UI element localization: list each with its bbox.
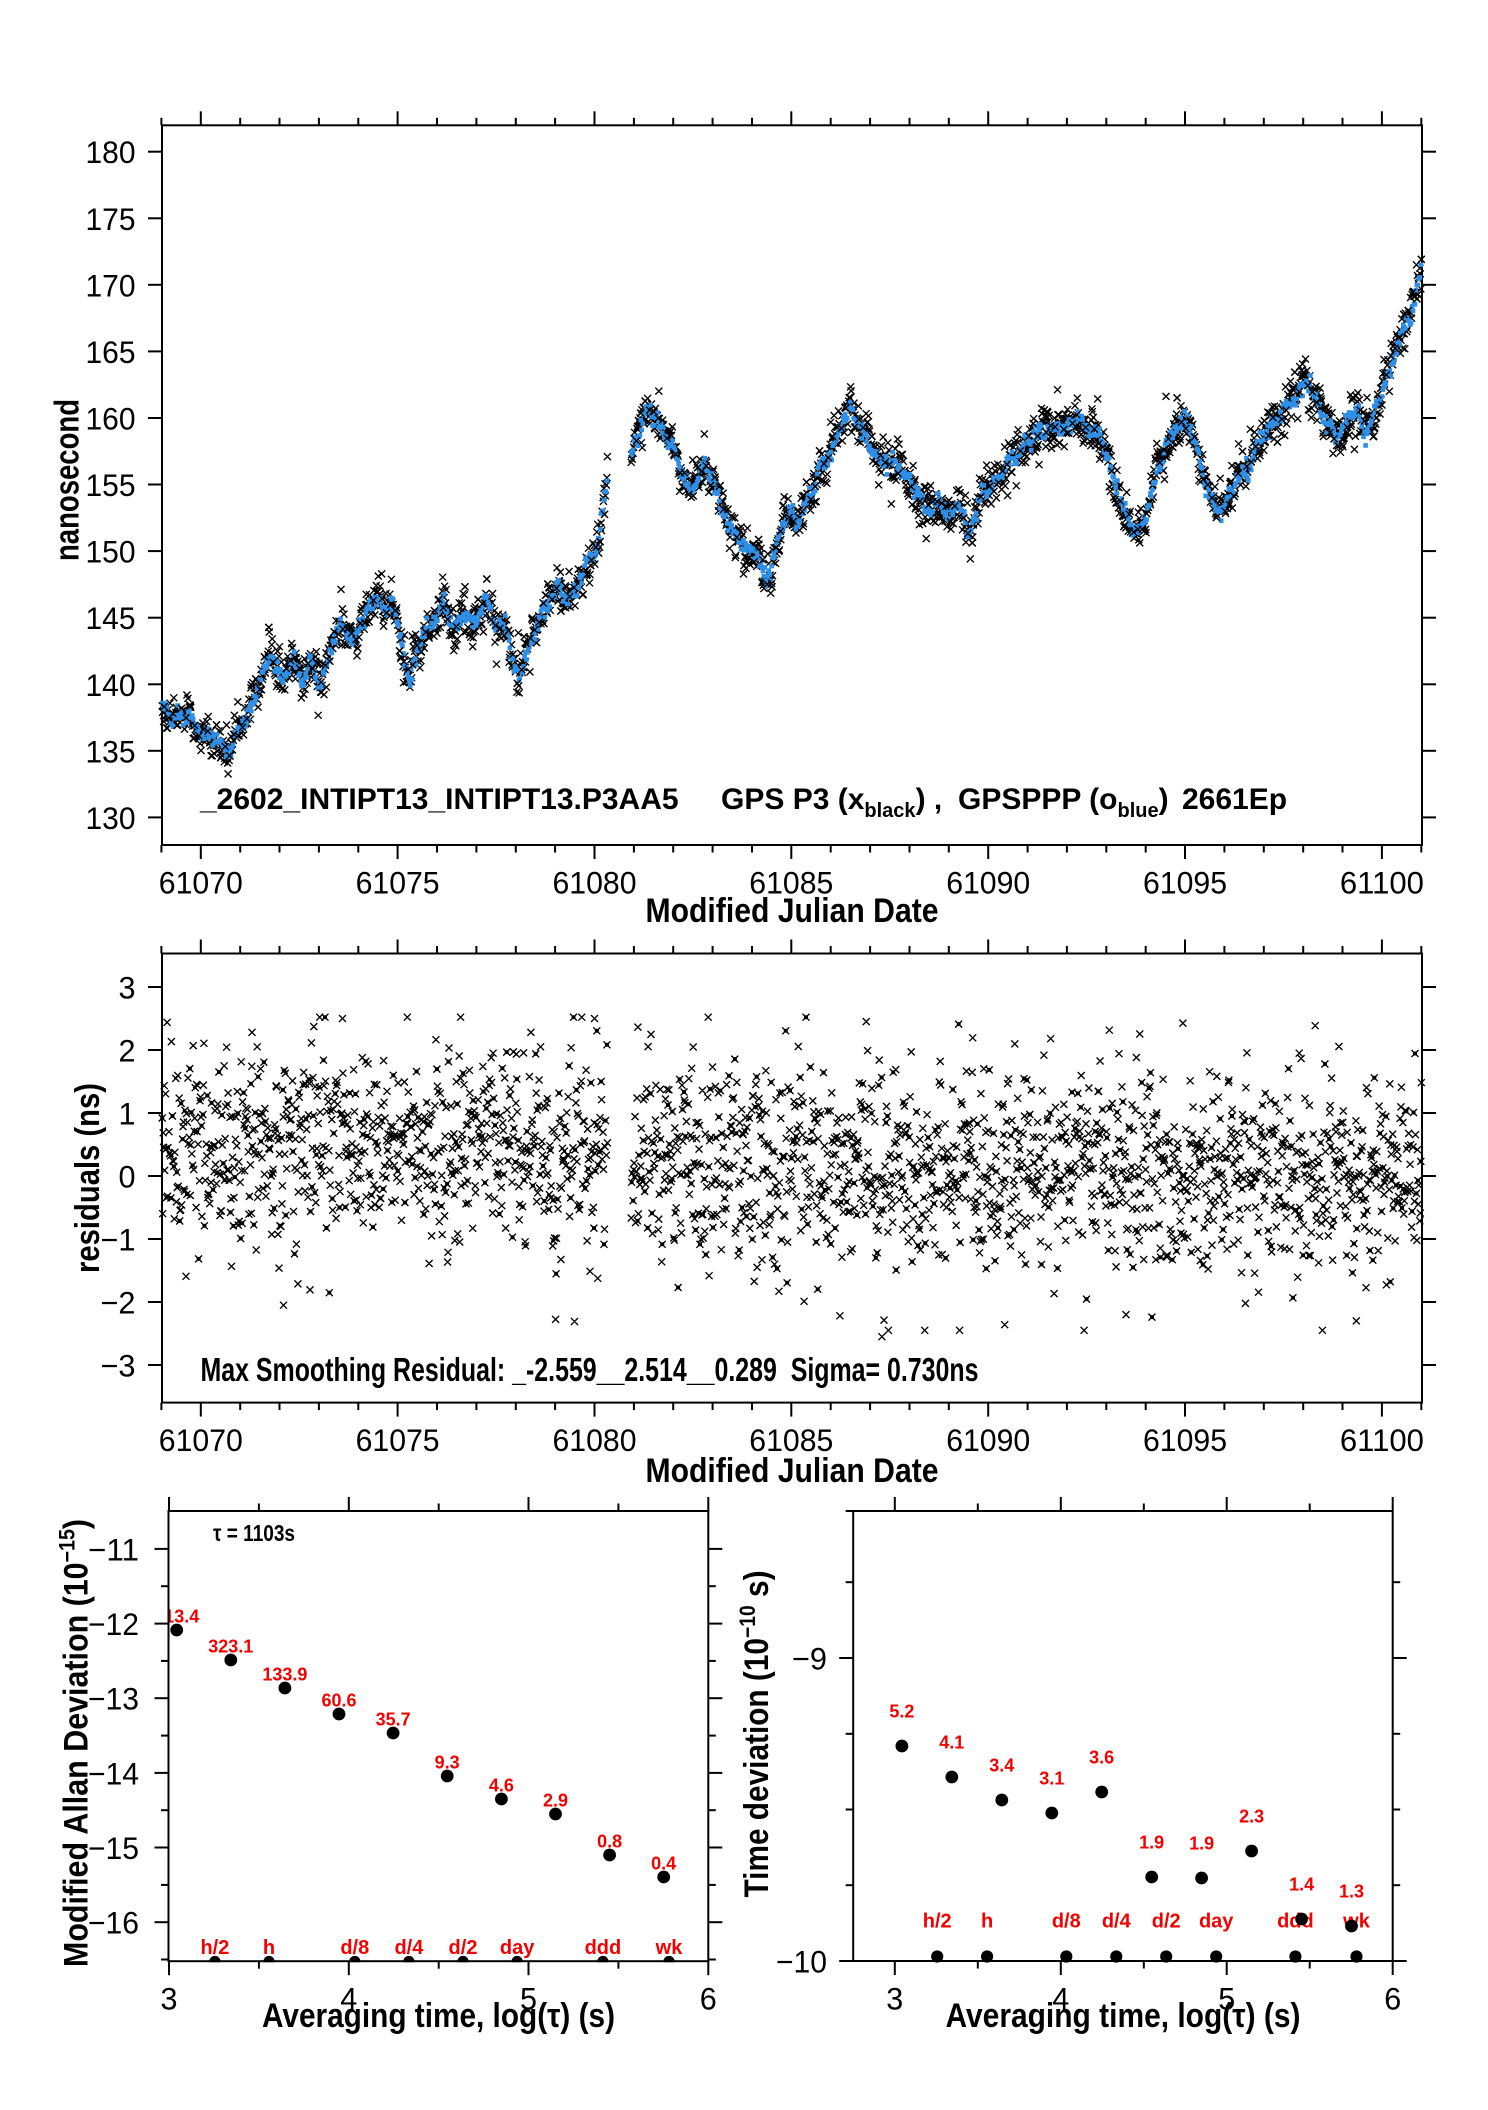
svg-text:3: 3 (119, 970, 136, 1006)
svg-text:713.4: 713.4 (154, 1607, 199, 1627)
svg-text:1.9: 1.9 (1189, 1834, 1214, 1854)
svg-text:61070: 61070 (159, 1422, 243, 1458)
svg-text:−10: −10 (735, 1605, 760, 1638)
svg-text:h: h (263, 1937, 275, 1959)
svg-text:5: 5 (520, 1981, 537, 2017)
svg-text:1.4: 1.4 (1289, 1875, 1314, 1895)
svg-text:day: day (500, 1937, 535, 1959)
svg-text:1: 1 (119, 1096, 136, 1132)
svg-text:Modified Julian Date: Modified Julian Date (646, 892, 939, 930)
svg-text:−16: −16 (88, 1905, 139, 1941)
svg-text:_2602_INTIPT13_INTIPT13.P3AA5: _2602_INTIPT13_INTIPT13.P3AA5 (199, 783, 679, 816)
svg-text:61070: 61070 (159, 865, 243, 901)
svg-text:3: 3 (886, 1981, 903, 2017)
svg-text:Averaging time, log(τ) (s): Averaging time, log(τ) (s) (262, 1997, 615, 2035)
svg-text:135: 135 (86, 733, 136, 769)
svg-text:τ = 1103s: τ = 1103s (213, 1520, 295, 1546)
svg-text:61100: 61100 (1340, 865, 1424, 901)
svg-text:4.6: 4.6 (489, 1776, 514, 1796)
svg-text:60.6: 60.6 (321, 1691, 356, 1711)
svg-text:61090: 61090 (946, 1422, 1030, 1458)
svg-text:61075: 61075 (356, 1422, 440, 1458)
svg-text:Time deviation (10: Time deviation (10 (738, 1638, 776, 1898)
svg-text:6: 6 (700, 1981, 717, 2017)
svg-text:wk: wk (655, 1937, 684, 1959)
svg-text:150: 150 (86, 534, 136, 570)
svg-text:Averaging time, log(τ) (s): Averaging time, log(τ) (s) (946, 1997, 1301, 2035)
svg-text:h/2: h/2 (923, 1911, 952, 1933)
svg-text:4.1: 4.1 (939, 1733, 964, 1753)
svg-text:6: 6 (1384, 1981, 1401, 2017)
svg-text:GPS P3 (xblack) ,GPSPPP (oblue: GPS P3 (xblack) , GPSPPP (oblue) 2661Ep (721, 783, 1287, 822)
svg-text:−14: −14 (88, 1755, 139, 1791)
svg-text:4: 4 (1052, 1981, 1069, 2017)
svg-text:ddd: ddd (1277, 1911, 1314, 1933)
svg-text:ddd: ddd (585, 1937, 622, 1959)
svg-text:61080: 61080 (553, 865, 637, 901)
svg-text:day: day (1199, 1911, 1234, 1933)
svg-text:h: h (981, 1911, 993, 1933)
svg-text:d/4: d/4 (394, 1937, 424, 1959)
svg-text:35.7: 35.7 (376, 1710, 411, 1730)
svg-text:2.3: 2.3 (1239, 1807, 1264, 1827)
svg-text:0.4: 0.4 (651, 1854, 676, 1874)
svg-text:−13: −13 (88, 1681, 139, 1717)
svg-text:−15: −15 (88, 1830, 139, 1866)
svg-text:−11: −11 (88, 1531, 139, 1567)
svg-text:−15: −15 (55, 1529, 80, 1562)
svg-text:5.2: 5.2 (889, 1702, 914, 1722)
svg-text:Modified Julian Date: Modified Julian Date (646, 1452, 939, 1490)
svg-text:0.8: 0.8 (597, 1832, 622, 1852)
svg-text:d/4: d/4 (1102, 1911, 1132, 1933)
svg-text:d/8: d/8 (340, 1937, 369, 1959)
svg-text:160: 160 (86, 401, 136, 437)
svg-text:61085: 61085 (749, 865, 833, 901)
svg-text:1.3: 1.3 (1339, 1882, 1364, 1902)
svg-text:s): s) (738, 1571, 776, 1606)
svg-text:d/2: d/2 (1152, 1911, 1181, 1933)
svg-text:61085: 61085 (749, 1422, 833, 1458)
svg-text:61095: 61095 (1143, 865, 1227, 901)
svg-text:170: 170 (86, 267, 136, 303)
svg-text:d/8: d/8 (1052, 1911, 1081, 1933)
svg-text:nanosecond: nanosecond (49, 399, 87, 561)
svg-text:155: 155 (86, 467, 136, 503)
svg-text:0: 0 (119, 1159, 136, 1195)
svg-text:323.1: 323.1 (208, 1637, 253, 1657)
svg-text:180: 180 (86, 134, 136, 170)
svg-text:Max Smoothing Residual: _-2.55: Max Smoothing Residual: _-2.559__2.514__… (201, 1351, 979, 1388)
svg-text:3.6: 3.6 (1089, 1748, 1114, 1768)
svg-text:1.9: 1.9 (1139, 1833, 1164, 1853)
svg-text:2: 2 (119, 1033, 136, 1069)
svg-text:61075: 61075 (356, 865, 440, 901)
svg-text:61095: 61095 (1143, 1422, 1227, 1458)
svg-text:−3: −3 (101, 1348, 136, 1384)
svg-text:residuals (ns): residuals (ns) (69, 1083, 107, 1273)
svg-text:130: 130 (86, 800, 136, 836)
svg-text:3: 3 (161, 1981, 178, 2017)
svg-text:133.9: 133.9 (262, 1665, 307, 1685)
svg-text:−9: −9 (792, 1641, 827, 1677)
svg-text:3.4: 3.4 (989, 1756, 1014, 1776)
svg-text:145: 145 (86, 600, 136, 636)
svg-text:61090: 61090 (946, 865, 1030, 901)
svg-text:Modified Allan Deviation (10: Modified Allan Deviation (10 (58, 1562, 96, 1967)
svg-text:−2: −2 (101, 1285, 136, 1321)
svg-text:−1: −1 (101, 1222, 136, 1258)
svg-text:9.3: 9.3 (435, 1753, 460, 1773)
svg-text:165: 165 (86, 334, 136, 370)
svg-text:61080: 61080 (553, 1422, 637, 1458)
svg-text:−12: −12 (88, 1606, 139, 1642)
svg-text:−10: −10 (776, 1944, 827, 1980)
svg-text:): ) (58, 1519, 96, 1529)
svg-text:61100: 61100 (1340, 1422, 1424, 1458)
svg-text:2.9: 2.9 (543, 1791, 568, 1811)
svg-text:140: 140 (86, 667, 136, 703)
svg-text:3.1: 3.1 (1039, 1769, 1064, 1789)
svg-text:175: 175 (86, 201, 136, 237)
svg-text:4: 4 (340, 1981, 357, 2017)
svg-text:5: 5 (1218, 1981, 1235, 2017)
svg-text:h/2: h/2 (200, 1937, 229, 1959)
svg-text:d/2: d/2 (449, 1937, 478, 1959)
